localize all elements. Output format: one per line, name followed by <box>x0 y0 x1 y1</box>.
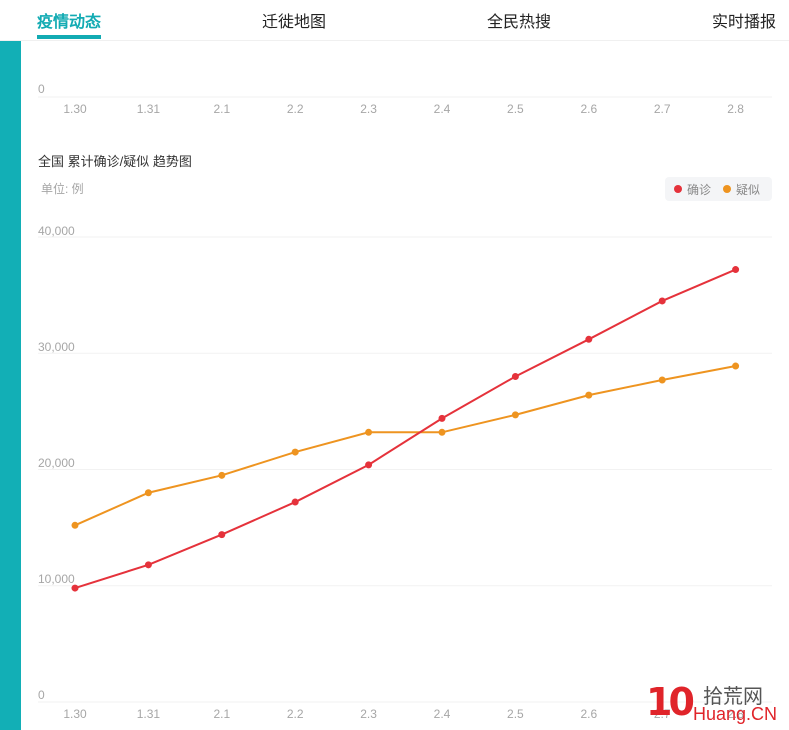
confirmed-data-point[interactable] <box>144 561 152 569</box>
trend-chart-x-label: 2.2 <box>286 707 304 721</box>
top-chart-x-label: 1.31 <box>136 102 161 116</box>
confirmed-data-point[interactable] <box>71 584 79 592</box>
suspected-data-point[interactable] <box>438 428 446 436</box>
suspected-data-point[interactable] <box>365 428 373 436</box>
top-chart-x-label: 2.3 <box>360 102 377 116</box>
top-chart-x-label: 2.5 <box>507 102 524 116</box>
tab-epidemic-news[interactable]: 疫情动态 <box>37 14 102 31</box>
top-chart-x-label: 2.6 <box>580 102 598 116</box>
watermark-cn: 拾荒网 <box>703 686 763 708</box>
top-chart-x-label: 2.4 <box>433 102 451 116</box>
suspected-data-point[interactable] <box>144 489 152 497</box>
confirmed-data-point[interactable] <box>365 461 373 469</box>
trend-chart-x-label: 2.1 <box>213 707 231 721</box>
trend-chart-x-label: 2.6 <box>580 707 598 721</box>
top-chart-x-label: 2.7 <box>653 102 671 116</box>
legend-label-confirmed: 确诊 <box>687 182 712 197</box>
suspected-data-point[interactable] <box>732 362 740 370</box>
trend-chart-x-label: 2.7 <box>653 707 671 721</box>
watermark-en: Huang.CN <box>693 704 778 724</box>
watermark-logo: 10 拾荒网 Huang.CN <box>646 678 786 726</box>
confirmed-data-point[interactable] <box>218 531 226 539</box>
watermark-number: 10 <box>646 680 695 724</box>
top-chart-x-label: 2.8 <box>727 102 744 116</box>
y-tick-0: 0 <box>38 688 45 702</box>
tab-migration-map[interactable]: 迁徙地图 <box>262 14 327 31</box>
confirmed-data-point[interactable] <box>291 498 299 506</box>
legend-item-confirmed[interactable]: 确诊 <box>674 181 711 198</box>
legend-label-suspected: 疑似 <box>736 182 761 197</box>
tab-bar: 疫情动态 迁徙地图 全民热搜 实时播报 <box>0 0 789 41</box>
trend-chart-x-label: 2.5 <box>507 707 524 721</box>
top-chart-x-label: 1.30 <box>63 102 87 116</box>
suspected-data-point[interactable] <box>511 411 519 419</box>
confirmed-data-point[interactable] <box>438 414 446 422</box>
confirmed-data-point[interactable] <box>732 266 740 274</box>
y-tick-20000: 20,000 <box>38 456 75 470</box>
chart-title: 全国 累计确诊/疑似 趋势图 <box>38 154 192 169</box>
confirmed-data-point[interactable] <box>658 297 666 305</box>
top-chart-x-label: 2.2 <box>286 102 304 116</box>
trend-chart-x-label: 2.3 <box>360 707 377 721</box>
legend-item-suspected[interactable]: 疑似 <box>723 181 760 198</box>
chart-legend: 确诊 疑似 <box>665 177 772 201</box>
side-accent-bar <box>0 41 21 730</box>
active-tab-indicator <box>37 35 101 39</box>
suspected-dot-icon <box>723 185 731 193</box>
confirmed-data-point[interactable] <box>511 373 519 380</box>
top-chart-x-label: 2.1 <box>213 102 231 116</box>
y-tick-40000: 40,000 <box>38 224 75 238</box>
top-chart-y-zero: 0 <box>38 82 45 96</box>
suspected-data-point[interactable] <box>585 391 593 399</box>
unit-label: 单位: 例 <box>41 182 84 196</box>
suspected-data-point[interactable] <box>658 376 666 384</box>
trend-chart-x-label: 2.4 <box>433 707 451 721</box>
tab-live-broadcast[interactable]: 实时播报 <box>712 14 777 31</box>
confirmed-data-point[interactable] <box>585 335 593 343</box>
y-tick-30000: 30,000 <box>38 340 75 354</box>
y-tick-10000: 10,000 <box>38 572 75 586</box>
suspected-data-point[interactable] <box>218 471 226 479</box>
confirmed-dot-icon <box>674 185 682 193</box>
suspected-data-point[interactable] <box>291 448 299 456</box>
tab-hot-search[interactable]: 全民热搜 <box>487 14 552 31</box>
trend-chart-x-label: 1.30 <box>63 707 87 721</box>
trend-chart-x-label: 1.31 <box>136 707 161 721</box>
suspected-data-point[interactable] <box>71 521 79 529</box>
trend-chart-x-label: 2.8 <box>727 707 744 721</box>
